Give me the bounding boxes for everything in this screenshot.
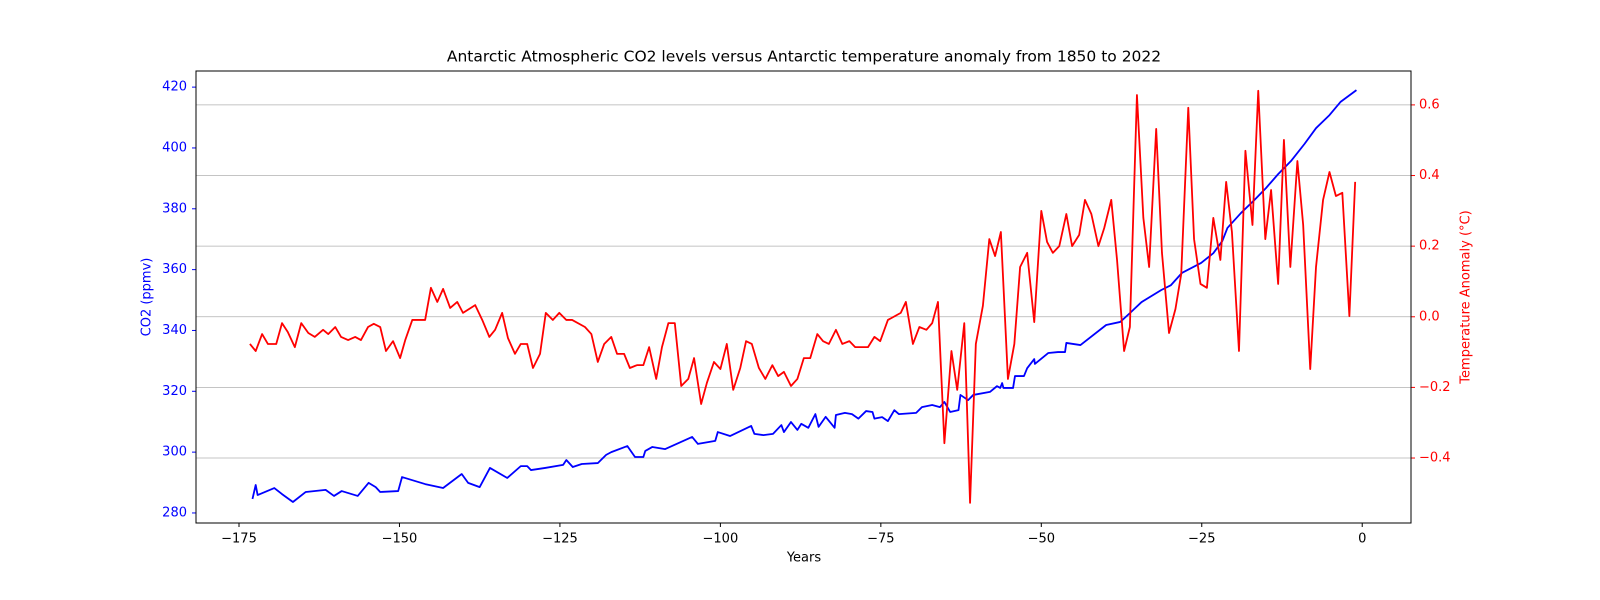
x-tick-label: −75 — [867, 532, 894, 547]
y2-axis-label: Temperature Anomaly (°C) — [1459, 210, 1474, 384]
y-axis-label: CO2 (ppmv) — [140, 258, 155, 337]
y-tick-label: 340 — [162, 323, 187, 338]
y2-tick-label: −0.2 — [1419, 380, 1451, 395]
y-tick-label: 300 — [162, 445, 187, 460]
y-tick-label: 320 — [162, 384, 187, 399]
data-line — [249, 89, 1357, 504]
chart-title: Antarctic Atmospheric CO2 levels versus … — [447, 48, 1161, 66]
x-tick-label: −150 — [382, 532, 418, 547]
y-tick-label: 280 — [162, 505, 187, 520]
y2-tick-label: 0.0 — [1419, 309, 1440, 324]
plot-frame — [195, 70, 1412, 524]
y-tick-label: 380 — [162, 201, 187, 216]
x-tick-label: −50 — [1028, 532, 1055, 547]
x-tick-label: −175 — [221, 532, 257, 547]
x-axis-label: Years — [786, 551, 822, 566]
y2-tick-label: −0.4 — [1419, 451, 1451, 466]
y2-tick-label: 0.4 — [1419, 168, 1440, 183]
y2-tick-label: 0.6 — [1419, 97, 1440, 112]
y-tick-label: 400 — [162, 140, 187, 155]
x-tick-label: −25 — [1188, 532, 1215, 547]
data-line — [251, 89, 1357, 503]
x-tick-label: −100 — [703, 532, 739, 547]
x-tick-label: −125 — [542, 532, 578, 547]
y-tick-label: 420 — [162, 80, 187, 95]
y-tick-label: 360 — [162, 262, 187, 277]
x-tick-label: 0 — [1358, 532, 1366, 547]
y2-tick-label: 0.2 — [1419, 239, 1440, 254]
